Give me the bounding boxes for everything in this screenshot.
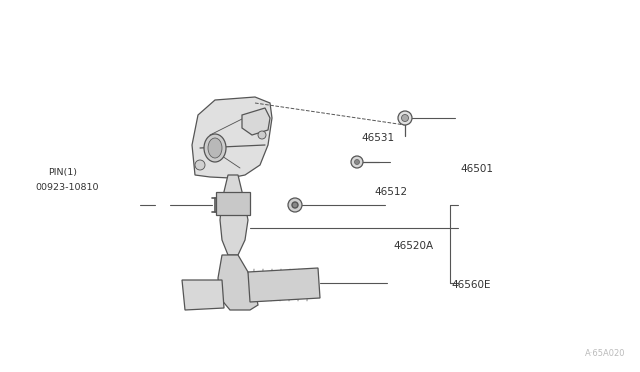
Ellipse shape xyxy=(204,134,226,162)
Polygon shape xyxy=(192,97,272,178)
Text: 46520A: 46520A xyxy=(394,241,434,250)
Text: 00923-10810: 00923-10810 xyxy=(35,183,99,192)
Polygon shape xyxy=(242,108,270,135)
Text: PIN(1): PIN(1) xyxy=(48,169,77,177)
Text: 46512: 46512 xyxy=(374,187,408,196)
Circle shape xyxy=(288,198,302,212)
Circle shape xyxy=(351,156,363,168)
Circle shape xyxy=(398,111,412,125)
Polygon shape xyxy=(182,280,224,310)
Circle shape xyxy=(292,202,298,208)
Ellipse shape xyxy=(208,138,222,158)
Circle shape xyxy=(195,160,205,170)
Text: 46501: 46501 xyxy=(461,164,494,174)
Polygon shape xyxy=(216,192,250,215)
Polygon shape xyxy=(218,255,258,310)
Text: 46531: 46531 xyxy=(362,133,395,142)
Circle shape xyxy=(401,115,408,122)
Circle shape xyxy=(355,160,360,164)
Polygon shape xyxy=(248,268,320,302)
Circle shape xyxy=(258,131,266,139)
Text: 46560E: 46560E xyxy=(451,280,491,289)
Polygon shape xyxy=(220,175,248,255)
Text: A·65A020: A·65A020 xyxy=(584,349,625,358)
